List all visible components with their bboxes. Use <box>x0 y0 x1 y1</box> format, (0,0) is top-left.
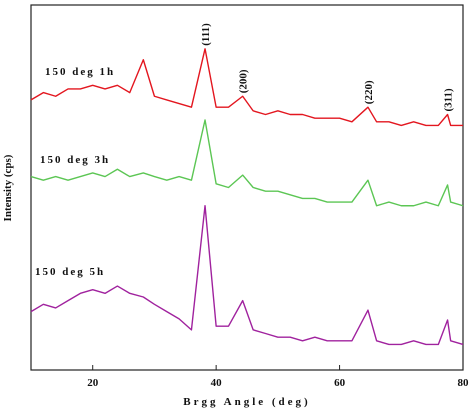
peak-label: (111) <box>200 23 212 46</box>
plot-frame <box>30 4 464 371</box>
series-name: 150 deg 3h <box>40 154 110 166</box>
series-line <box>30 205 464 346</box>
x-tick-label: 20 <box>87 377 99 389</box>
peak-label: (200) <box>238 69 250 93</box>
series-name: 150 deg 1h <box>45 66 115 78</box>
x-tick-label: 40 <box>211 377 223 389</box>
x-tick-label: 80 <box>458 377 470 389</box>
x-axis-label: Brgg Angle (deg) <box>183 396 310 408</box>
peak-label: (311) <box>443 88 455 112</box>
series-line <box>30 48 463 127</box>
peak-label: (220) <box>363 80 375 104</box>
series-name: 150 deg 5h <box>35 266 105 278</box>
y-axis-label: Intensity (cps) <box>2 154 14 221</box>
series-line <box>30 119 464 207</box>
x-tick-label: 60 <box>334 377 346 389</box>
